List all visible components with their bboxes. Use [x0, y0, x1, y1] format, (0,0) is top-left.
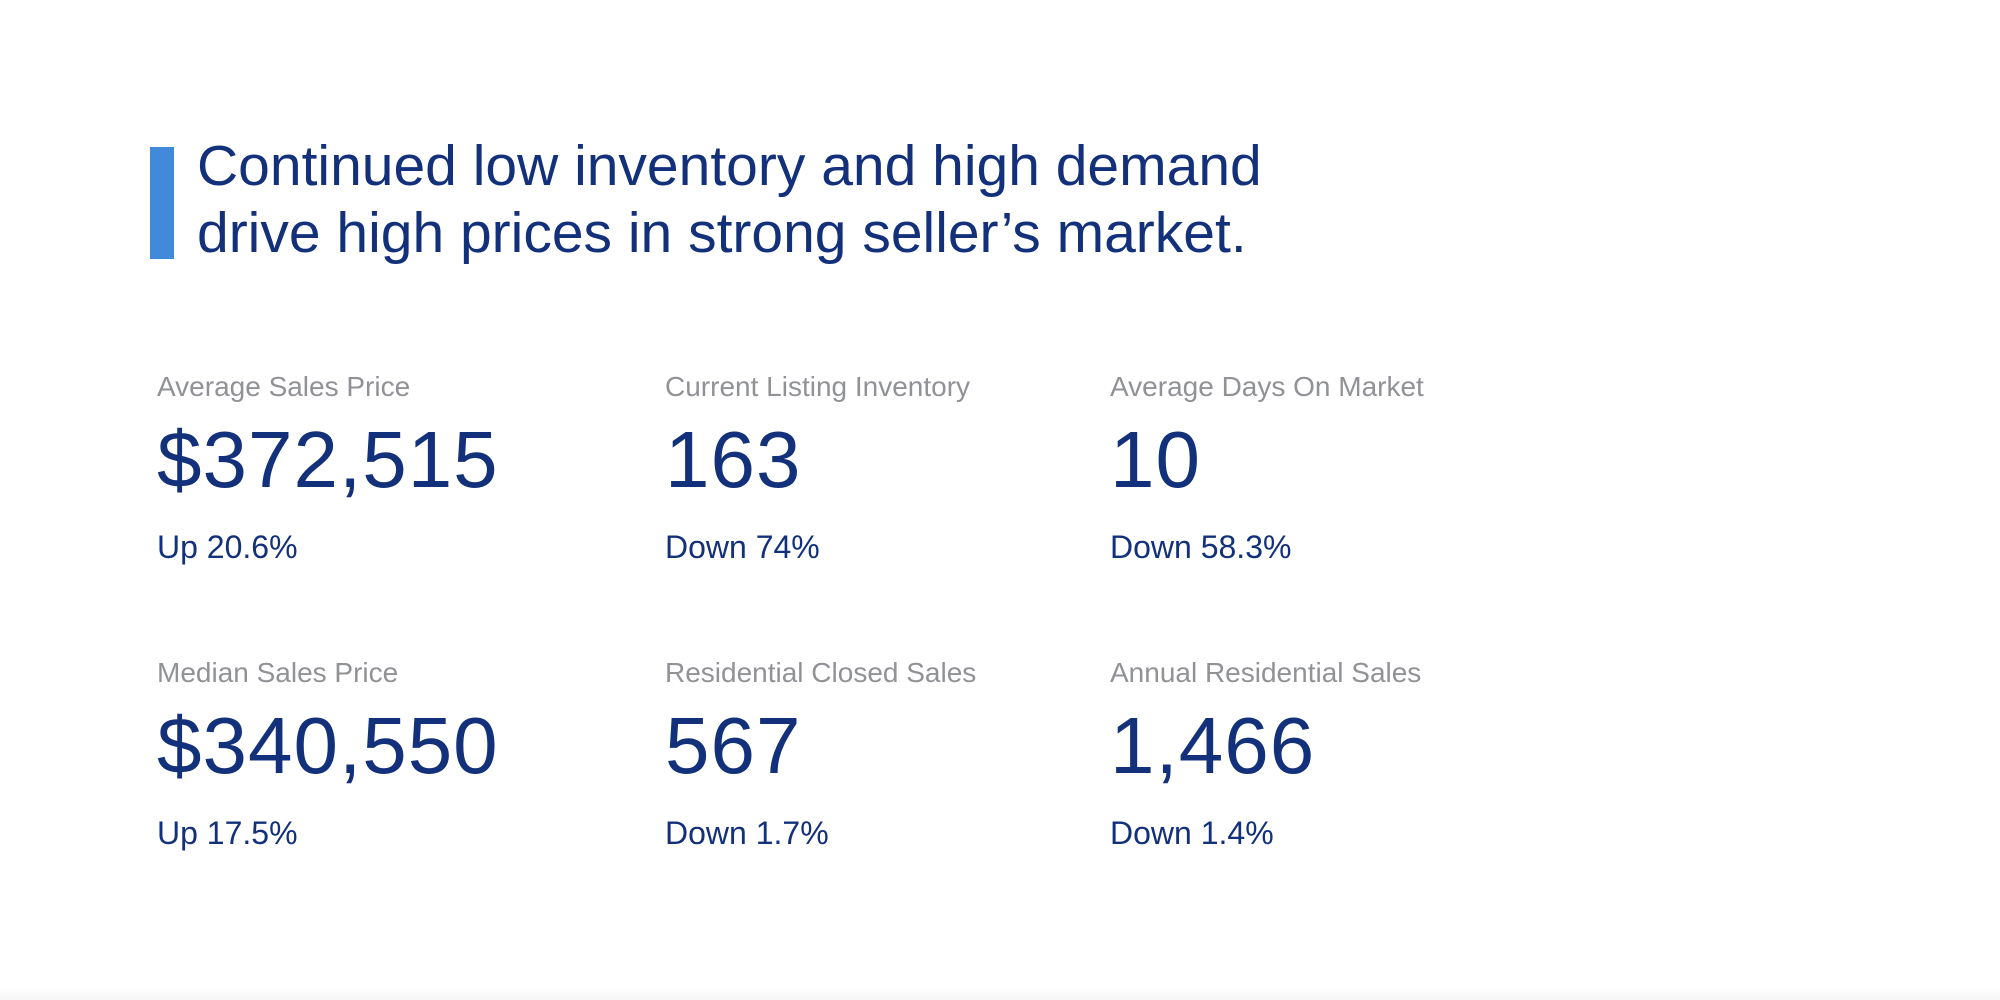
stat-card-current-listing-inventory: Current Listing Inventory 163 Down 74% [665, 370, 1110, 566]
stat-value: 1,466 [1110, 700, 1316, 790]
stat-card-residential-closed-sales: Residential Closed Sales 567 Down 1.7% [665, 656, 1110, 852]
headline-line-2: drive high prices in strong seller’s mar… [197, 201, 1247, 265]
stat-change: Up 20.6% [157, 528, 298, 565]
stats-grid: Average Sales Price $372,515 Up 20.6% Cu… [157, 370, 1710, 852]
stat-card-annual-residential-sales: Annual Residential Sales 1,466 Down 1.4% [1110, 656, 1710, 852]
stat-value: 10 [1110, 414, 1201, 504]
headline-section: Continued low inventory and high demand … [150, 133, 1262, 267]
stat-value: $372,515 [157, 414, 499, 504]
stat-label: Residential Closed Sales [665, 656, 977, 688]
page-bottom-edge [0, 986, 2000, 1000]
stat-label: Current Listing Inventory [665, 371, 971, 402]
stat-change: Up 17.5% [157, 814, 298, 851]
stat-value: 163 [665, 414, 802, 504]
stat-label: Average Days On Market [1110, 371, 1424, 402]
stat-value: $340,550 [157, 700, 499, 790]
stat-change: Down 74% [665, 528, 820, 565]
stat-card-median-sales-price: Median Sales Price $340,550 Up 17.5% [157, 656, 665, 852]
stat-label: Annual Residential Sales [1110, 656, 1422, 688]
stat-change: Down 1.4% [1110, 814, 1274, 851]
stat-change: Down 1.7% [665, 814, 829, 851]
stat-card-average-sales-price: Average Sales Price $372,515 Up 20.6% [157, 370, 665, 566]
headline-accent-bar [150, 147, 174, 259]
stat-change: Down 58.3% [1110, 528, 1292, 565]
stat-label: Median Sales Price [157, 656, 399, 688]
headline-line-1: Continued low inventory and high demand [197, 134, 1262, 198]
stat-label: Average Sales Price [157, 371, 411, 402]
headline: Continued low inventory and high demand … [197, 133, 1262, 267]
stat-card-average-days-on-market: Average Days On Market 10 Down 58.3% [1110, 370, 1710, 566]
stat-value: 567 [665, 700, 802, 790]
